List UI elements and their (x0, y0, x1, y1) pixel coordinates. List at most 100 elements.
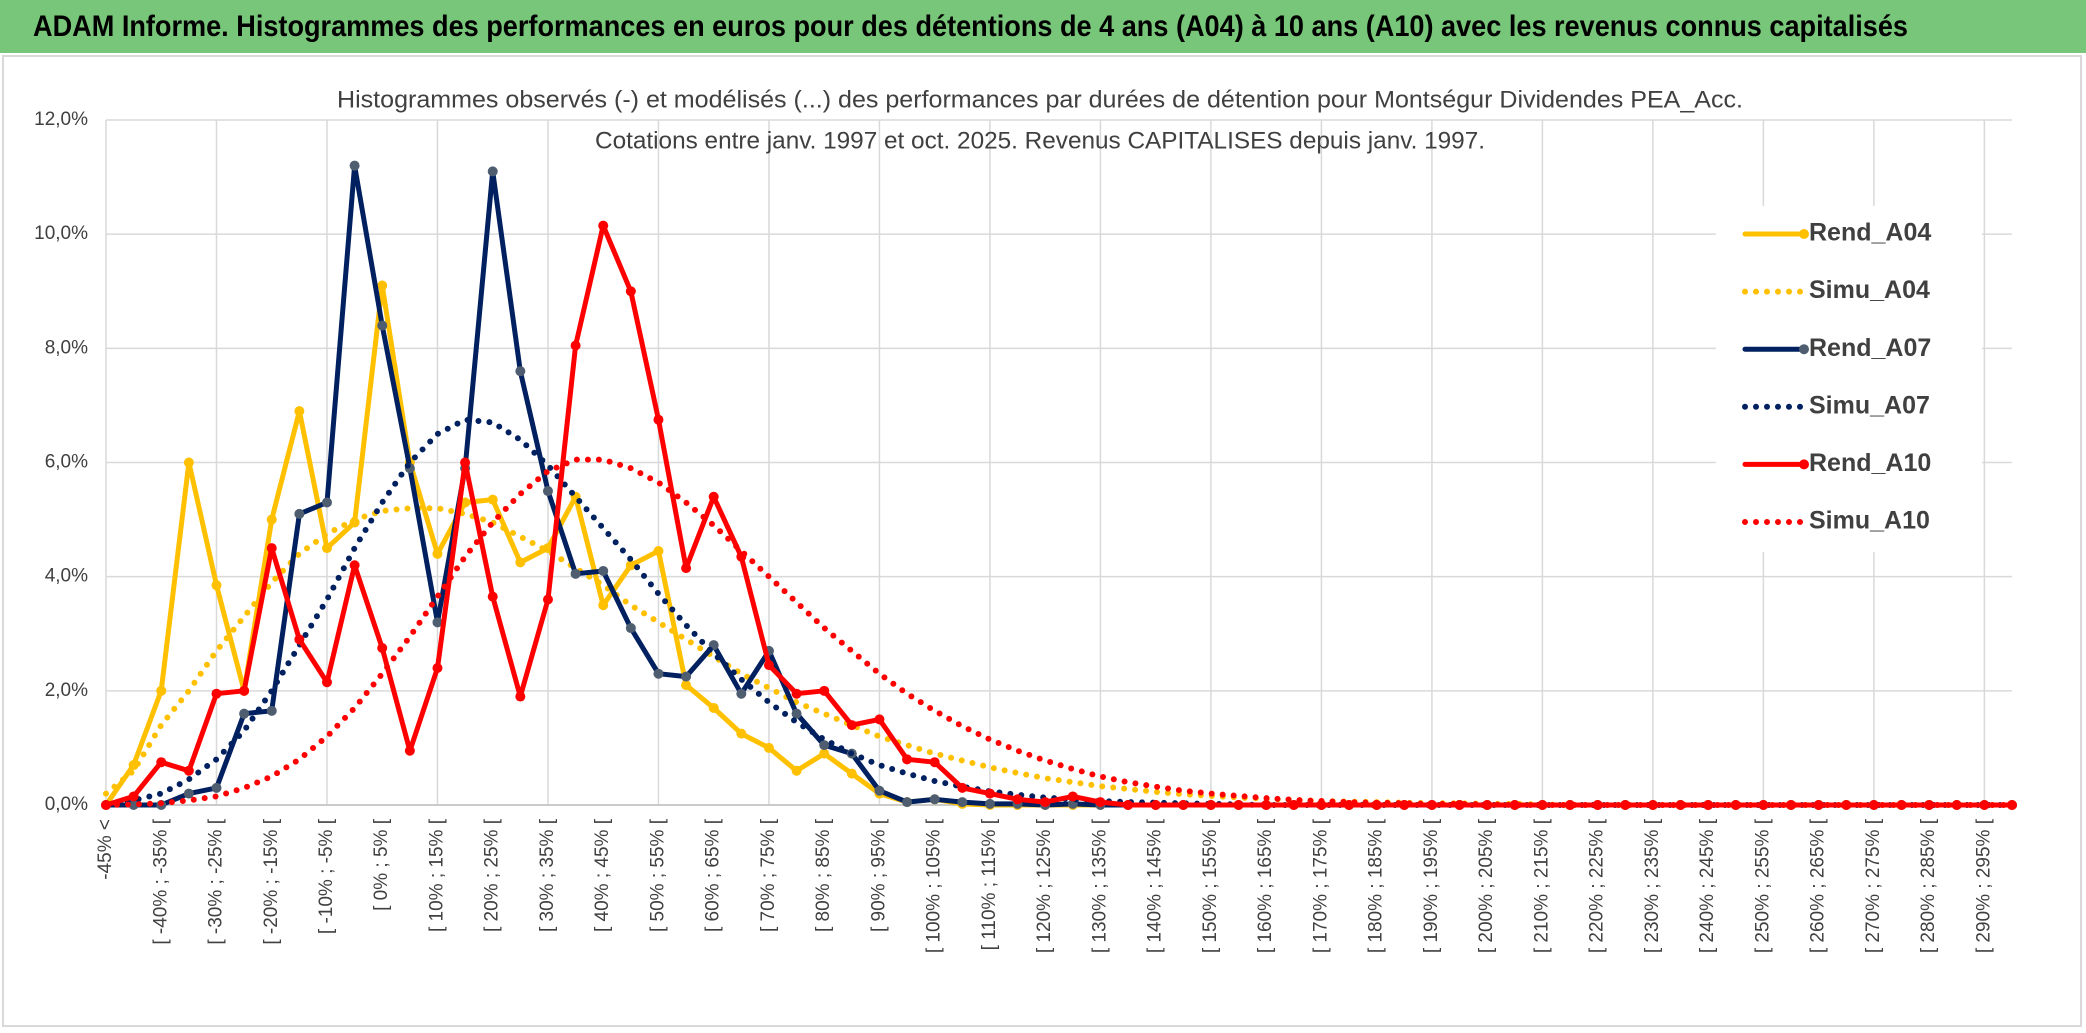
chart-frame (2, 55, 2082, 1027)
x-tick-label: [ -40% ; -35% [ (150, 818, 171, 944)
data-point (791, 688, 802, 699)
data-point (1178, 800, 1189, 810)
x-tick-label: [ 280% ; 285% [ (1918, 818, 1939, 953)
x-tick-label: [ 260% ; 265% [ (1808, 818, 1829, 953)
y-tick-label: 12,0% (34, 109, 88, 130)
data-point (846, 768, 857, 779)
data-point (819, 740, 830, 751)
data-point (902, 754, 913, 765)
x-tick-label: [ 140% ; 145% [ (1145, 818, 1166, 953)
x-tick-label: [ 230% ; 235% [ (1642, 818, 1663, 953)
data-point (902, 797, 913, 808)
data-point (1012, 794, 1023, 805)
data-point (570, 568, 581, 579)
legend-marker (1799, 344, 1809, 355)
data-point (266, 514, 277, 525)
data-point (1123, 800, 1134, 810)
data-point (791, 765, 802, 776)
legend-label: Rend_A10 (1809, 449, 1931, 477)
x-tick-label: [ 170% ; 175% [ (1310, 818, 1331, 953)
data-point (349, 160, 360, 171)
data-point (1288, 800, 1299, 810)
data-point (542, 486, 553, 497)
data-point (625, 623, 636, 634)
legend: Rend_A04 Simu_A04 Rend_A07 Simu_A07 Rend_A10… (1716, 206, 1982, 552)
chart-subtitle: Cotations entre janv. 1997 et oct. 2025.… (595, 127, 1485, 154)
data-point (156, 685, 167, 696)
data-point (819, 685, 830, 696)
x-tick-label: [ 200% ; 205% [ (1476, 818, 1497, 953)
data-point (542, 594, 553, 605)
y-tick-label: 10,0% (34, 223, 88, 244)
x-tick-label: [ 70% ; 75% [ (758, 818, 779, 932)
y-tick-label: 8,0% (45, 337, 88, 358)
data-point (570, 340, 581, 351)
header-title: ADAM Informe. Histogrammes des performan… (33, 10, 1908, 43)
data-point (349, 560, 360, 571)
data-point (211, 688, 222, 699)
data-point (929, 757, 940, 768)
data-point (681, 563, 692, 574)
x-tick-label: [ 100% ; 105% [ (924, 818, 945, 953)
data-point (432, 548, 443, 559)
data-point (1095, 797, 1106, 808)
x-tick-label: [ -20% ; -15% [ (261, 818, 282, 944)
data-point (957, 782, 968, 793)
data-point (791, 708, 802, 719)
x-tick-label: [ 110% ; 115% [ (979, 818, 1000, 950)
data-point (819, 748, 830, 759)
x-tick-label: [ 210% ; 215% [ (1531, 818, 1552, 953)
x-tick-label: [ 240% ; 245% [ (1697, 818, 1718, 953)
data-point (515, 366, 526, 377)
x-tick-label: [ 150% ; 155% [ (1200, 818, 1221, 953)
chart-title: Histogrammes observés (-) et modélisés (… (337, 86, 1743, 113)
x-tick-label: [ 50% ; 55% [ (647, 818, 668, 932)
legend-label: Simu_A10 (1809, 507, 1930, 535)
data-point (294, 508, 305, 519)
data-point (984, 788, 995, 799)
data-point (1509, 800, 1520, 810)
data-point (294, 634, 305, 645)
data-point (321, 677, 332, 688)
data-point (128, 791, 139, 802)
data-point (128, 800, 139, 810)
data-point (874, 785, 885, 796)
data-point (487, 591, 498, 602)
data-point (681, 680, 692, 691)
legend-box (1716, 206, 1982, 552)
x-tick-label: -45% < (95, 819, 116, 880)
data-point (598, 220, 609, 231)
x-tick-label: [ 60% ; 65% [ (703, 818, 724, 932)
data-point (377, 643, 388, 654)
x-tick-label: [ 120% ; 125% [ (1034, 818, 1055, 953)
legend-marker (1799, 229, 1809, 239)
data-point (874, 714, 885, 725)
data-point (239, 708, 250, 719)
data-point (404, 745, 415, 756)
legend-label: Simu_A04 (1809, 276, 1930, 304)
data-point (542, 543, 553, 554)
x-tick-label: [ 270% ; 275% [ (1863, 818, 1884, 953)
data-point (183, 457, 194, 468)
data-point (625, 286, 636, 297)
data-point (653, 668, 664, 679)
data-point (183, 765, 194, 776)
x-tick-label: [ 90% ; 95% [ (868, 818, 889, 932)
legend-label: Rend_A07 (1809, 334, 1931, 362)
x-tick-label: [ 250% ; 255% [ (1752, 818, 1773, 953)
x-tick-label: [ 190% ; 195% [ (1421, 818, 1442, 953)
data-point (625, 560, 636, 571)
y-tick-label: 0,0% (45, 794, 88, 815)
plot (101, 160, 2017, 810)
data-point (653, 414, 664, 425)
data-point (708, 491, 719, 502)
data-point (1261, 800, 1272, 810)
data-point (736, 728, 747, 739)
legend-label: Simu_A07 (1809, 391, 1930, 419)
data-point (1233, 800, 1244, 810)
data-point (653, 545, 664, 556)
y-tick-label: 2,0% (45, 680, 88, 701)
x-tick-label: [ 20% ; 25% [ (482, 818, 503, 932)
data-point (763, 660, 774, 671)
x-tick-label: [ 180% ; 185% [ (1366, 818, 1387, 953)
